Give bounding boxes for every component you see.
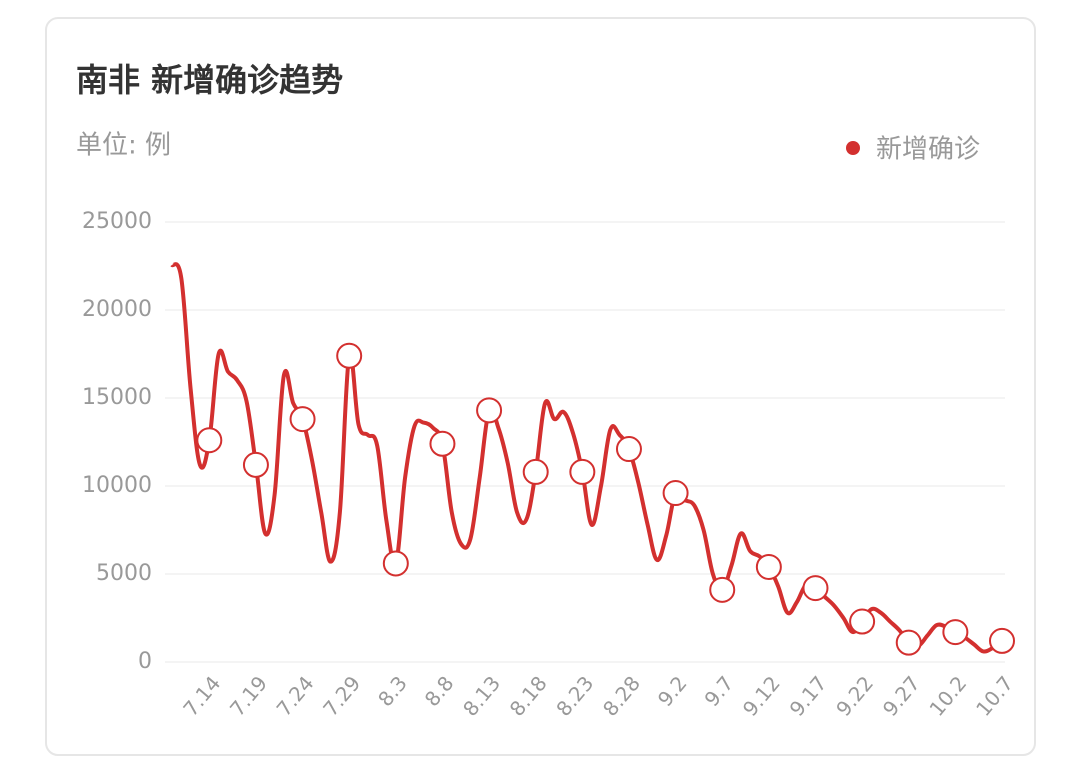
y-tick-label: 15000 bbox=[82, 385, 152, 410]
point-marker bbox=[989, 627, 1015, 654]
point-marker bbox=[382, 550, 409, 577]
y-tick-label: 25000 bbox=[82, 209, 152, 234]
point-marker bbox=[802, 575, 829, 602]
chart-subtitle: 单位: 例 bbox=[76, 131, 171, 161]
y-tick-label: 5000 bbox=[96, 561, 152, 586]
card bbox=[45, 17, 1036, 756]
point-marker bbox=[242, 451, 269, 478]
point-marker bbox=[755, 553, 782, 580]
point-marker bbox=[336, 342, 363, 369]
point-marker bbox=[289, 406, 316, 433]
point-marker bbox=[615, 436, 642, 463]
point-marker bbox=[196, 427, 223, 454]
point-marker bbox=[476, 397, 503, 424]
point-marker bbox=[709, 576, 736, 603]
point-marker bbox=[522, 458, 549, 485]
legend-swatch bbox=[846, 141, 860, 155]
point-marker bbox=[429, 430, 456, 457]
y-tick-label: 10000 bbox=[82, 473, 152, 498]
y-tick-label: 0 bbox=[138, 649, 152, 674]
point-marker bbox=[942, 619, 969, 646]
legend-label: 新增确诊 bbox=[876, 135, 980, 165]
point-marker bbox=[895, 629, 922, 656]
chart-title: 南非 新增确诊趋势 bbox=[76, 61, 343, 99]
point-marker bbox=[662, 480, 689, 507]
point-marker bbox=[569, 458, 596, 485]
point-marker bbox=[849, 608, 876, 635]
y-tick-label: 20000 bbox=[82, 297, 152, 322]
